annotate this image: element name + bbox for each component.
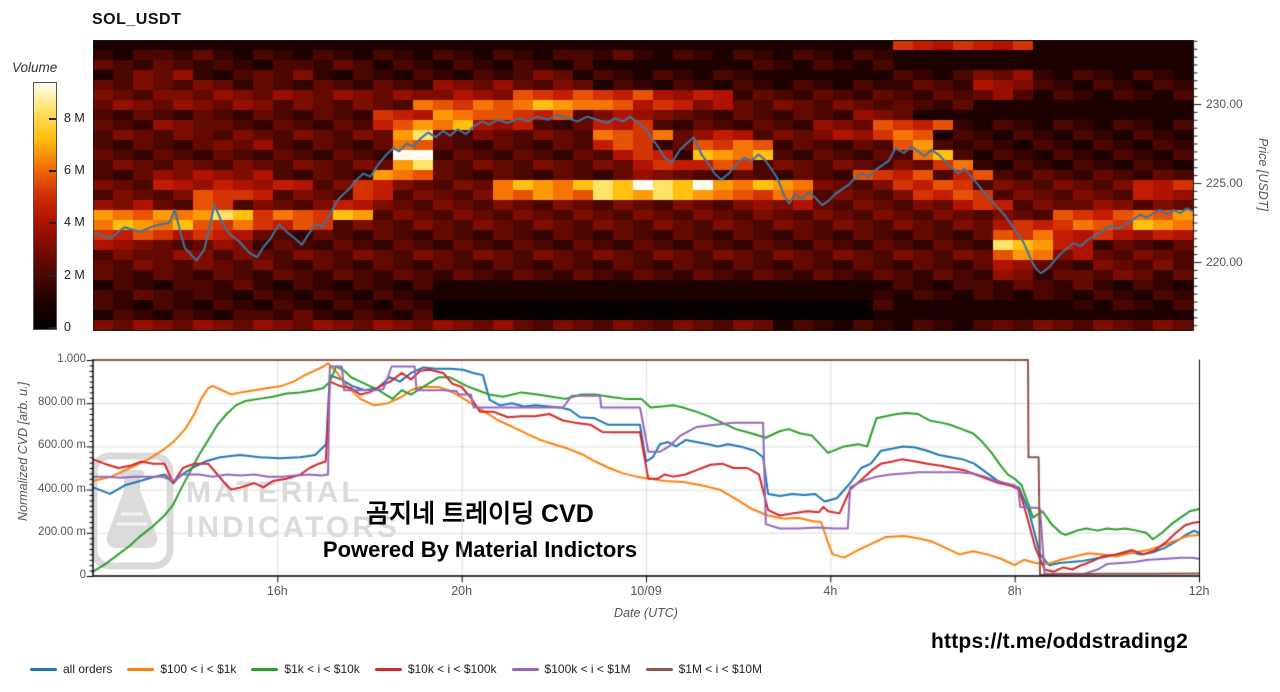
volume-colorbar-tick xyxy=(49,274,56,277)
volume-colorbar-tick xyxy=(49,222,56,225)
date-axis-label: Date (UTC) xyxy=(614,606,678,620)
volume-colorbar-label: Volume xyxy=(12,60,58,75)
legend-item: $10k < i < $100k xyxy=(374,662,497,676)
legend: all orders $100 < i < $1k $1k < i < $10k $1… xyxy=(30,662,762,676)
cvd-ytick-label: 0 xyxy=(16,569,86,581)
cvd-chart-canvas xyxy=(83,352,1207,584)
telegram-link[interactable]: https://t.me/oddstrading2 xyxy=(931,630,1188,653)
cvd-ytick-label: 600.00 m xyxy=(38,439,86,452)
volume-colorbar xyxy=(33,82,57,330)
volume-colorbar-tick xyxy=(49,169,56,172)
legend-swatch xyxy=(30,667,57,671)
legend-label: $10k < i < $100k xyxy=(407,662,497,676)
cvd-ytick-label: 200.00 m xyxy=(38,525,86,538)
price-tick-label: 220.00 xyxy=(1206,255,1243,270)
legend-swatch xyxy=(251,667,279,671)
cvd-xtick-label: 16h xyxy=(266,584,288,598)
legend-label: $100k < i < $1M xyxy=(544,662,631,676)
cvd-ytick-label: 1.000 xyxy=(57,353,86,365)
legend-swatch xyxy=(374,667,402,671)
volume-heatmap-canvas xyxy=(93,40,1207,331)
cvd-xtick-label: 10/09 xyxy=(630,584,662,598)
legend-item: $1M < i < $10M xyxy=(645,662,762,676)
price-tick-label: 225.00 xyxy=(1206,176,1243,191)
cvd-xtick-label: 8h xyxy=(1007,584,1022,598)
price-tick-label: 230.00 xyxy=(1206,97,1243,111)
volume-colorbar-tick-label: 0 xyxy=(64,320,71,334)
volume-colorbar-tick xyxy=(49,327,56,329)
volume-colorbar-tick-label: 8 M xyxy=(64,110,85,125)
legend-label: $100 < i < $1k xyxy=(160,662,237,676)
cvd-xtick-label: 12h xyxy=(1188,584,1210,598)
volume-colorbar-tick-label: 6 M xyxy=(64,162,85,177)
chart-title: SOL_USDT xyxy=(92,11,182,28)
legend-item: $100k < i < $1M xyxy=(511,662,631,676)
legend-label: all orders xyxy=(63,662,113,676)
legend-item: all orders xyxy=(30,662,112,676)
legend-item: $1k < i < $10k xyxy=(251,662,360,676)
cvd-xtick-label: 4h xyxy=(823,584,838,598)
legend-item: $100 < i < $1k xyxy=(127,662,236,676)
legend-label: $1M < i < $10M xyxy=(678,662,762,676)
cvd-ytick-label: 800.00 m xyxy=(38,396,86,409)
cvd-ytick-label: 400.00 m xyxy=(38,482,86,495)
volume-colorbar-tick-label: 4 M xyxy=(64,215,85,230)
price-axis-label: Price [USDT] xyxy=(1256,138,1270,211)
volume-colorbar-tick xyxy=(49,117,56,120)
legend-swatch xyxy=(645,667,673,671)
legend-swatch xyxy=(511,667,539,671)
legend-swatch xyxy=(127,667,155,671)
legend-label: $1k < i < $10k xyxy=(284,662,360,676)
cvd-xtick-label: 20h xyxy=(451,584,473,598)
volume-colorbar-tick-label: 2 M xyxy=(64,267,85,282)
